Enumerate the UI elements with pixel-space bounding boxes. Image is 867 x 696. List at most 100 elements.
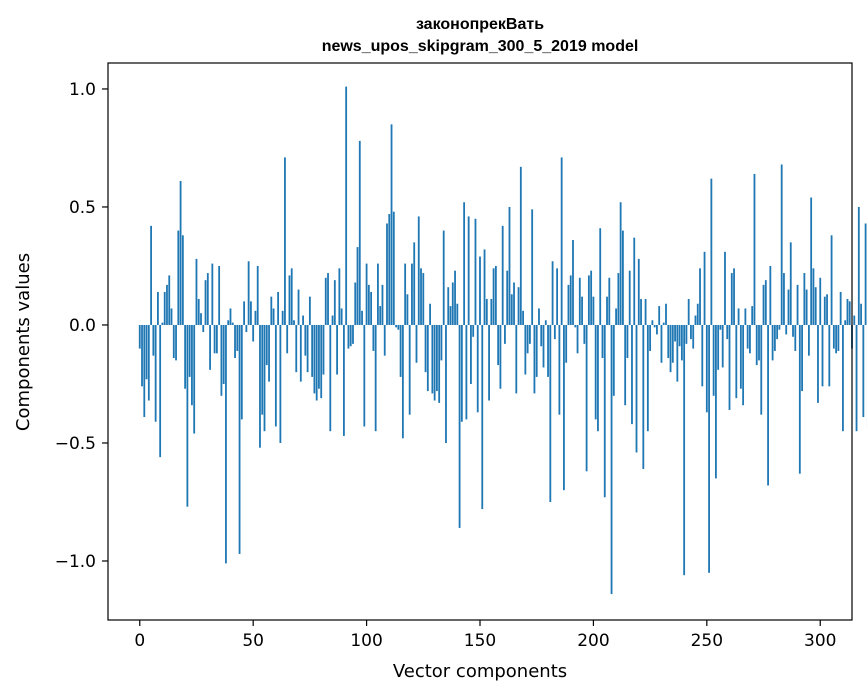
bar-247: [699, 268, 701, 325]
bar-75: [308, 296, 311, 325]
bar-161: [504, 324, 506, 344]
bar-165: [513, 282, 515, 325]
bar-306: [832, 324, 835, 349]
bar-68: [293, 320, 295, 325]
bar-163: [508, 206, 511, 325]
bar-152: [483, 249, 486, 325]
bar-189: [567, 284, 570, 325]
bar-144: [465, 324, 468, 420]
y-tick-label-0: −1.0: [55, 552, 96, 572]
bar-61: [277, 291, 280, 325]
bar-2: [143, 324, 146, 418]
bar-90: [343, 324, 345, 436]
bar-267: [744, 308, 747, 325]
bar-116: [401, 324, 404, 439]
x-tick-label-50: 50: [242, 631, 264, 651]
bar-56: [265, 324, 268, 366]
bar-140: [456, 303, 459, 325]
bar-15: [172, 324, 175, 359]
bar-215: [626, 324, 629, 359]
bar-220: [637, 258, 640, 325]
bar-238: [678, 324, 681, 347]
bar-125: [422, 273, 425, 325]
bar-62: [279, 324, 282, 443]
bar-166: [515, 324, 518, 394]
bar-241: [685, 324, 688, 344]
x-tick-label-300: 300: [804, 631, 836, 651]
bar-44: [238, 324, 241, 554]
bar-150: [479, 256, 481, 325]
chart-title-line-1: законопрекВать: [416, 16, 544, 33]
bar-254: [715, 324, 717, 479]
bar-275: [762, 284, 765, 325]
bar-180: [547, 324, 549, 377]
bar-302: [823, 296, 826, 325]
bar-279: [771, 324, 774, 361]
bar-11: [163, 291, 166, 325]
bar-134: [442, 230, 445, 325]
bar-21: [186, 324, 189, 507]
bar-80: [320, 324, 323, 399]
bar-309: [839, 291, 842, 325]
bar-200: [592, 296, 595, 325]
bar-54: [261, 324, 264, 415]
bar-294: [805, 289, 808, 325]
bar-187: [563, 324, 565, 491]
x-tick-label-150: 150: [464, 631, 496, 651]
bar-175: [535, 324, 538, 377]
bar-196: [583, 324, 586, 344]
bar-34: [215, 324, 218, 354]
bar-219: [635, 324, 638, 453]
bar-1: [141, 324, 143, 387]
bar-225: [649, 324, 652, 351]
bar-27: [200, 313, 202, 325]
bar-114: [397, 324, 400, 330]
bar-173: [531, 209, 534, 325]
bar-233: [667, 324, 670, 359]
bar-142: [460, 324, 463, 422]
bar-19: [181, 235, 184, 325]
bar-22: [188, 324, 191, 377]
bar-293: [803, 273, 806, 325]
bar-47: [245, 324, 248, 333]
bar-298: [814, 287, 817, 325]
bar-305: [830, 235, 833, 325]
bar-288: [792, 324, 794, 337]
bar-191: [572, 240, 574, 325]
bar-41: [231, 322, 234, 325]
bar-167: [517, 287, 520, 325]
x-axis-label: Vector components: [393, 661, 567, 682]
bar-281: [776, 324, 779, 340]
bar-185: [558, 324, 561, 415]
bar-97: [358, 140, 361, 325]
bar-160: [501, 225, 504, 325]
bar-136: [447, 287, 450, 325]
bar-49: [250, 301, 252, 325]
bar-300: [819, 277, 822, 325]
bar-148: [474, 218, 477, 325]
bar-147: [472, 324, 475, 337]
bar-126: [424, 324, 427, 373]
bar-70: [297, 289, 300, 325]
bar-107: [381, 284, 384, 325]
bar-109: [386, 223, 388, 325]
bar-53: [259, 324, 261, 448]
bar-237: [676, 324, 679, 382]
bar-204: [601, 324, 604, 359]
bar-106: [379, 306, 382, 325]
bar-162: [506, 270, 509, 325]
bar-108: [383, 324, 386, 356]
bar-115: [399, 324, 402, 377]
bar-135: [445, 324, 447, 443]
bar-38: [225, 324, 227, 564]
bar-94: [352, 324, 354, 344]
bar-66: [288, 275, 291, 325]
bar-50: [252, 324, 255, 342]
bar-57: [268, 324, 270, 382]
bar-83: [327, 273, 329, 325]
bar-45: [240, 324, 243, 420]
bar-199: [590, 270, 593, 325]
bar-92: [347, 324, 350, 349]
bar-289: [794, 324, 797, 351]
bar-16: [175, 324, 177, 361]
